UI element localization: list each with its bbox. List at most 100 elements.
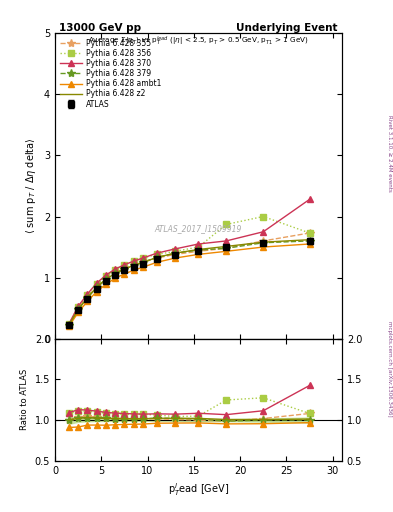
Pythia 6.428 355: [66, 322, 71, 328]
Pythia 6.428 356: [261, 214, 266, 220]
Pythia 6.428 370: [131, 258, 136, 264]
Pythia 6.428 379: [141, 259, 145, 265]
Pythia 6.428 ambt1: [94, 289, 99, 295]
Pythia 6.428 z2: [122, 266, 127, 272]
Pythia 6.428 355: [173, 251, 178, 258]
Pythia 6.428 379: [173, 250, 178, 256]
Pythia 6.428 355: [94, 284, 99, 290]
Pythia 6.428 z2: [173, 250, 178, 256]
Line: Pythia 6.428 356: Pythia 6.428 356: [65, 213, 313, 328]
Pythia 6.428 ambt1: [307, 241, 312, 247]
Text: Rivet 3.1.10, ≥ 2.4M events: Rivet 3.1.10, ≥ 2.4M events: [387, 115, 392, 192]
Pythia 6.428 370: [94, 280, 99, 286]
Pythia 6.428 ambt1: [224, 248, 229, 254]
Pythia 6.428 356: [173, 248, 178, 254]
Pythia 6.428 356: [307, 230, 312, 236]
Line: Pythia 6.428 355: Pythia 6.428 355: [65, 229, 314, 329]
Pythia 6.428 370: [141, 255, 145, 261]
Y-axis label: $\langle$ sum p$_T$ / $\Delta\eta$ delta$\rangle$: $\langle$ sum p$_T$ / $\Delta\eta$ delta…: [24, 138, 39, 234]
Line: Pythia 6.428 z2: Pythia 6.428 z2: [69, 240, 310, 325]
Pythia 6.428 355: [131, 262, 136, 268]
Pythia 6.428 356: [104, 273, 108, 279]
Pythia 6.428 356: [196, 244, 201, 250]
Pythia 6.428 370: [104, 272, 108, 278]
Pythia 6.428 356: [85, 292, 90, 298]
Pythia 6.428 379: [122, 266, 127, 272]
Pythia 6.428 355: [104, 276, 108, 283]
Pythia 6.428 379: [261, 240, 266, 246]
Pythia 6.428 ambt1: [141, 264, 145, 270]
Pythia 6.428 z2: [196, 246, 201, 252]
Pythia 6.428 355: [113, 270, 118, 276]
Pythia 6.428 355: [224, 245, 229, 251]
Pythia 6.428 370: [307, 196, 312, 202]
Pythia 6.428 z2: [85, 295, 90, 301]
Pythia 6.428 ambt1: [104, 281, 108, 287]
Pythia 6.428 356: [76, 304, 81, 310]
Pythia 6.428 355: [154, 255, 159, 261]
Pythia 6.428 355: [85, 294, 90, 300]
Pythia 6.428 370: [113, 266, 118, 272]
Pythia 6.428 355: [122, 266, 127, 272]
Text: 13000 GeV pp: 13000 GeV pp: [59, 23, 141, 33]
Pythia 6.428 355: [76, 306, 81, 312]
Text: Underlying Event: Underlying Event: [237, 23, 338, 33]
Pythia 6.428 ambt1: [261, 244, 266, 250]
Pythia 6.428 z2: [94, 284, 99, 290]
Pythia 6.428 ambt1: [122, 271, 127, 277]
Pythia 6.428 z2: [154, 254, 159, 261]
Pythia 6.428 379: [104, 276, 108, 283]
Pythia 6.428 379: [113, 270, 118, 276]
Pythia 6.428 370: [154, 250, 159, 256]
Pythia 6.428 356: [113, 267, 118, 273]
Pythia 6.428 ambt1: [154, 259, 159, 265]
Y-axis label: Ratio to ATLAS: Ratio to ATLAS: [20, 369, 29, 431]
Pythia 6.428 379: [154, 254, 159, 261]
Pythia 6.428 z2: [141, 259, 145, 265]
Pythia 6.428 356: [131, 258, 136, 264]
Pythia 6.428 370: [66, 321, 71, 327]
Legend: Pythia 6.428 355, Pythia 6.428 356, Pythia 6.428 370, Pythia 6.428 379, Pythia 6: Pythia 6.428 355, Pythia 6.428 356, Pyth…: [59, 37, 162, 110]
Pythia 6.428 379: [85, 295, 90, 301]
Pythia 6.428 355: [261, 238, 266, 244]
Pythia 6.428 z2: [113, 270, 118, 276]
Pythia 6.428 379: [131, 262, 136, 268]
Line: Pythia 6.428 ambt1: Pythia 6.428 ambt1: [65, 241, 313, 330]
Pythia 6.428 356: [141, 255, 145, 261]
Pythia 6.428 370: [173, 246, 178, 252]
Pythia 6.428 370: [224, 238, 229, 244]
Text: ATLAS_2017_I1509919: ATLAS_2017_I1509919: [155, 224, 242, 233]
Text: mcplots.cern.ch [arXiv:1306.3436]: mcplots.cern.ch [arXiv:1306.3436]: [387, 321, 392, 416]
Pythia 6.428 z2: [66, 322, 71, 328]
Pythia 6.428 355: [196, 248, 201, 254]
Pythia 6.428 370: [85, 291, 90, 297]
Pythia 6.428 370: [261, 229, 266, 235]
Pythia 6.428 ambt1: [131, 267, 136, 273]
Pythia 6.428 z2: [224, 243, 229, 249]
Pythia 6.428 379: [94, 284, 99, 290]
Pythia 6.428 ambt1: [76, 309, 81, 315]
Pythia 6.428 ambt1: [196, 251, 201, 258]
Pythia 6.428 370: [76, 303, 81, 309]
Pythia 6.428 379: [76, 306, 81, 312]
Pythia 6.428 ambt1: [173, 255, 178, 261]
Pythia 6.428 356: [66, 321, 71, 327]
Pythia 6.428 356: [154, 251, 159, 258]
Pythia 6.428 z2: [104, 276, 108, 283]
Pythia 6.428 370: [196, 241, 201, 247]
Text: Average $\Sigma$(p$_T$) vs p$_T^{lead}$ ($|\eta|$ < 2.5, p$_T$ > 0.5 GeV, p$_{T1: Average $\Sigma$(p$_T$) vs p$_T^{lead}$ …: [88, 35, 309, 48]
Pythia 6.428 379: [196, 247, 201, 253]
Pythia 6.428 ambt1: [66, 324, 71, 330]
Pythia 6.428 379: [224, 245, 229, 251]
Pythia 6.428 379: [66, 322, 71, 328]
Line: Pythia 6.428 379: Pythia 6.428 379: [65, 237, 314, 329]
Pythia 6.428 379: [307, 238, 312, 244]
Pythia 6.428 356: [94, 281, 99, 287]
Pythia 6.428 z2: [76, 306, 81, 312]
Pythia 6.428 z2: [131, 262, 136, 268]
Pythia 6.428 355: [141, 259, 145, 265]
X-axis label: p$_T^l$ead [GeV]: p$_T^l$ead [GeV]: [168, 481, 229, 498]
Pythia 6.428 356: [122, 262, 127, 268]
Pythia 6.428 z2: [261, 239, 266, 245]
Pythia 6.428 ambt1: [113, 275, 118, 281]
